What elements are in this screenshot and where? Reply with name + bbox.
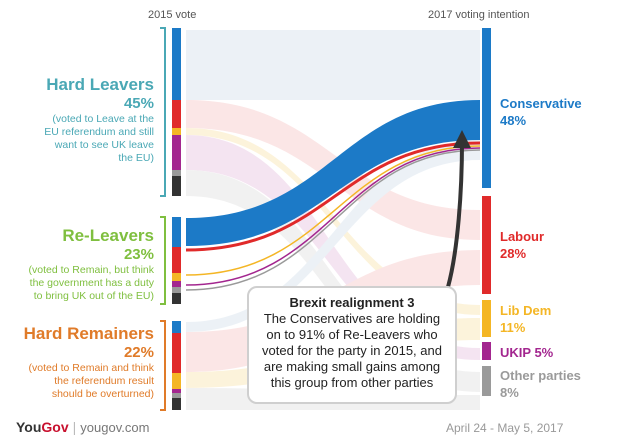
group-title: Hard Remainers <box>23 324 154 343</box>
group-hard-leavers: Hard Leavers 45% (voted to Leave at the … <box>0 75 154 165</box>
group-desc: (voted to Remain, but think the governme… <box>28 264 154 302</box>
right-bar-labour <box>482 196 491 294</box>
right-bar-other <box>482 366 491 396</box>
flow-releavers-ukip-line <box>185 147 481 286</box>
flow-releavers-lab-line <box>185 141 481 252</box>
callout-title: Brexit realignment 3 <box>289 295 415 310</box>
flow-releavers-oth-line <box>185 149 481 291</box>
group-hard-remainers: Hard Remainers 22% (voted to Remain and … <box>0 324 154 401</box>
flow-hard-leavers-oth <box>186 170 480 392</box>
header-2017-intention: 2017 voting intention <box>428 9 530 21</box>
callout-line: on to 91% of Re-Leavers who <box>266 327 438 342</box>
group-re-leavers: Re-Leavers 23% (voted to Remain, but thi… <box>0 226 154 303</box>
right-bar-libdem <box>482 300 491 337</box>
party-labour: Labour 28% <box>500 229 545 261</box>
group-desc: (voted to Remain and think the referendu… <box>28 362 155 400</box>
right-bar-ukip <box>482 342 491 360</box>
party-conservative: Conservative 48% <box>500 96 582 128</box>
header-2015-vote: 2015 vote <box>148 9 197 21</box>
bracket-re-leavers <box>160 216 166 305</box>
callout-arrowhead <box>453 130 471 148</box>
flow-hard-leavers-ukip <box>186 135 480 360</box>
right-bar-conservative <box>482 28 491 188</box>
group-pct: 22% <box>123 344 154 361</box>
party-libdem: Lib Dem 11% <box>500 303 552 335</box>
group-title: Hard Leavers <box>46 75 154 94</box>
yougov-logo[interactable]: YouGov | yougov.com <box>16 419 150 435</box>
left-bar-hard-leavers <box>172 28 181 196</box>
flow-releavers-con <box>186 100 480 246</box>
callout-arrow <box>446 141 464 288</box>
callout-line: The Conservatives are holding <box>263 311 441 326</box>
left-bar-re-leavers <box>172 217 181 304</box>
flow-releavers-ld-line <box>185 145 481 276</box>
left-bar-hard-remainers <box>172 321 181 410</box>
party-other: Other parties 8% <box>500 368 581 400</box>
group-title: Re-Leavers <box>62 226 154 245</box>
flow-hard-leavers-con <box>186 30 480 100</box>
yougov-site-link[interactable]: yougov.com <box>80 420 150 435</box>
group-pct: 45% <box>123 95 154 112</box>
callout-line: are making small gains among <box>263 359 441 374</box>
bracket-hard-remainers <box>160 320 166 411</box>
callout-line: this group from other parties <box>270 375 434 390</box>
party-ukip: UKIP 5% <box>500 345 554 360</box>
callout-line: voted for the party in 2015, and <box>262 343 442 358</box>
date-range: April 24 - May 5, 2017 <box>446 421 564 435</box>
group-pct: 23% <box>123 246 154 263</box>
flow-hard-rem-con <box>186 140 480 332</box>
group-desc: (voted to Leave at the EU referendum and… <box>44 113 154 164</box>
bracket-hard-leavers <box>160 27 166 197</box>
callout-box: Brexit realignment 3 The Conservatives a… <box>247 286 457 404</box>
